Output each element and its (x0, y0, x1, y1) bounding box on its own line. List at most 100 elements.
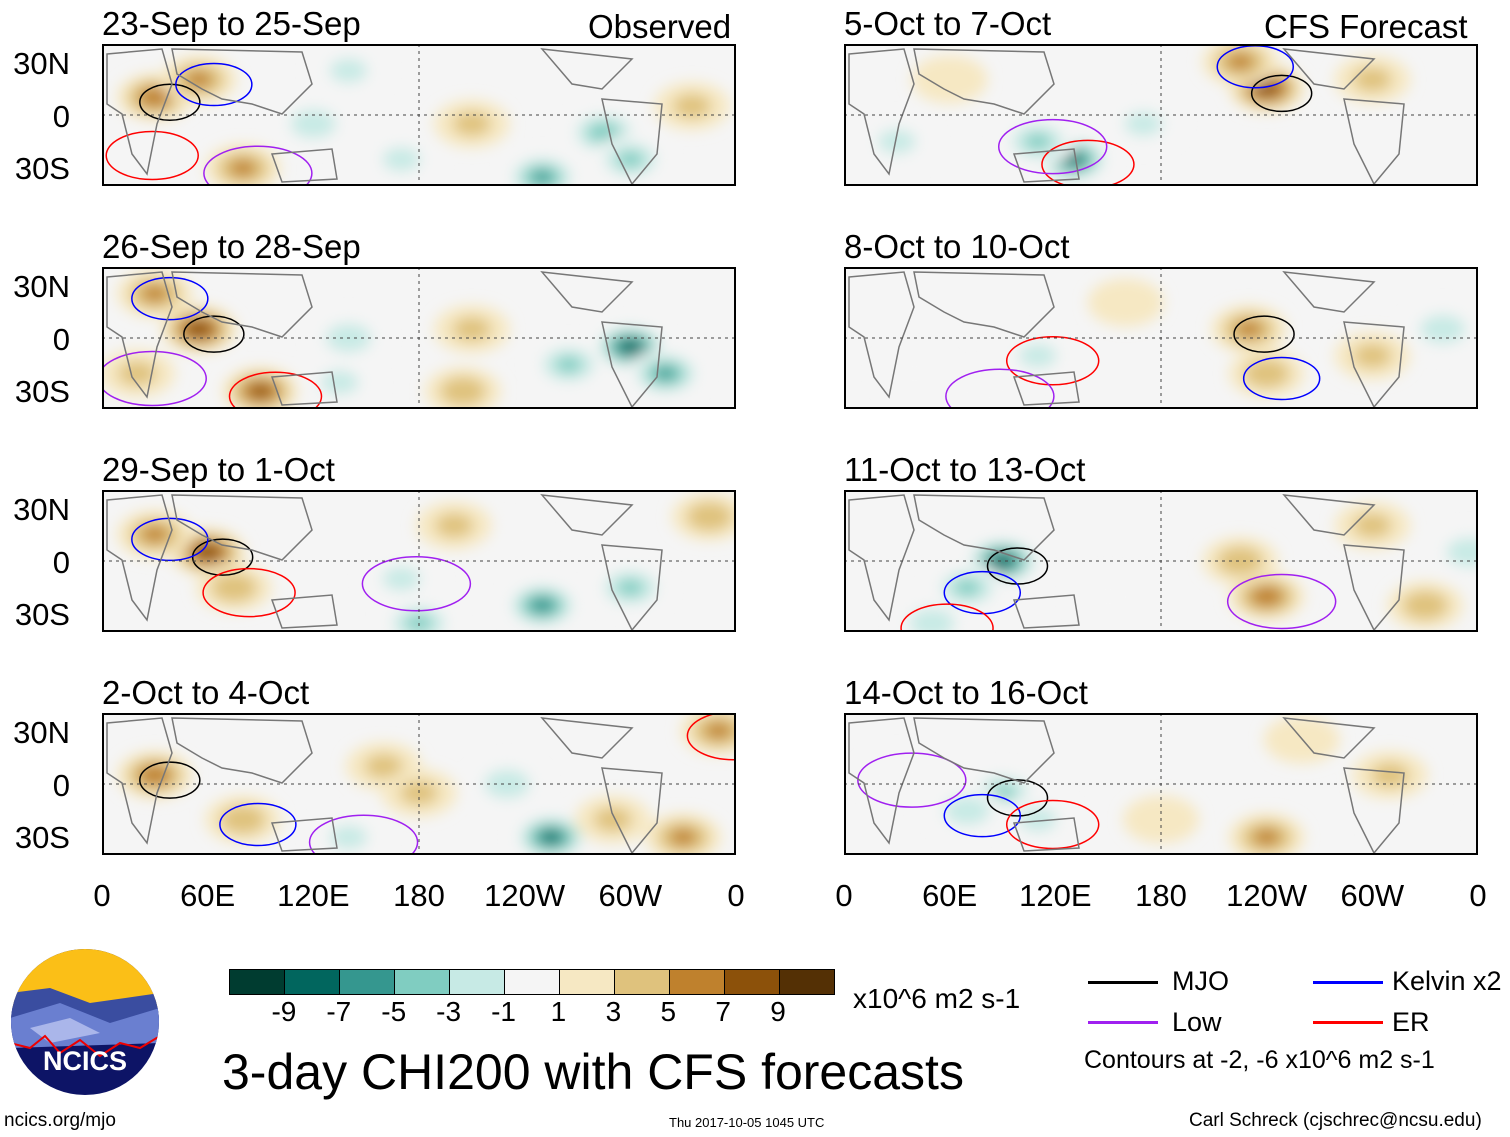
colorbar-label: -9 (271, 996, 297, 1027)
anomaly-blob (529, 597, 555, 614)
anomaly-blob (484, 769, 530, 799)
colorbar-swatch (780, 970, 834, 994)
anomaly-blob (877, 129, 916, 154)
panel-title: 5-Oct to 7-Oct (844, 5, 1052, 42)
anomaly-blob (1353, 343, 1392, 368)
contour-line (219, 802, 297, 847)
coastlines (848, 48, 1405, 186)
footer-url[interactable]: ncics.org/mjo (4, 1110, 116, 1131)
anomaly-blob (138, 86, 172, 108)
coastlines (106, 48, 663, 186)
panel-title: 2-Oct to 4-Oct (102, 674, 310, 711)
map-panel (102, 267, 736, 409)
contour-line (102, 350, 207, 407)
anomaly-blob (452, 111, 491, 136)
colorbar-units: x10^6 m2 s-1 (853, 983, 1021, 1014)
main-title: 3-day CHI200 with CFS forecasts (222, 1044, 964, 1100)
map-panel (102, 44, 736, 186)
colorbar-label: 9 (770, 996, 786, 1027)
anomaly-blob (329, 58, 368, 83)
anomaly-blob (1018, 343, 1057, 368)
map-panel (844, 490, 1478, 632)
anomaly-blob (556, 356, 582, 373)
contour-line (228, 371, 323, 409)
anomaly-blob (186, 71, 212, 88)
colorbar-swatch (505, 970, 560, 994)
legend-kelvin: Kelvin x2 (1392, 966, 1502, 996)
anomaly-blob (543, 832, 559, 843)
contour-line (1242, 356, 1321, 401)
anomaly-blob (1402, 590, 1448, 620)
er-line (1313, 1021, 1383, 1024)
contour-line (945, 368, 1055, 409)
footer-author: Carl Schreck (cjschrec@ncsu.edu) (1189, 1110, 1482, 1131)
anomaly-blob (118, 361, 157, 386)
low-line (1088, 1021, 1158, 1024)
anomaly-blob (656, 367, 676, 380)
anomaly-blob (290, 109, 337, 139)
lat-label: 0 (52, 99, 70, 134)
forecast-header: CFS Forecast (1264, 8, 1468, 45)
lon-label: 60W (598, 878, 663, 913)
lat-label: 30N (13, 715, 70, 750)
anomaly-blob (1227, 53, 1253, 70)
lat-label: 30N (13, 269, 70, 304)
contour-line (986, 779, 1049, 817)
contour-line (1233, 315, 1295, 353)
lat-label: 30S (14, 820, 70, 855)
anomaly-blob (619, 340, 641, 354)
coastlines (848, 494, 1405, 632)
contour-line (131, 276, 209, 321)
contour-line (997, 118, 1108, 175)
anomaly-blob (320, 370, 359, 395)
anomaly-blob (382, 147, 421, 172)
colorbar-label: -1 (491, 996, 516, 1027)
lon-label: 120W (484, 878, 566, 913)
colorbar-swatch (615, 970, 670, 994)
anomaly-blob (251, 385, 270, 398)
contour-note: Contours at -2, -6 x10^6 m2 s-1 (1084, 1046, 1435, 1074)
lon-label: 0 (727, 878, 745, 913)
anomaly-blob (1250, 586, 1283, 607)
kelvin-line (1313, 981, 1383, 984)
contour-line (139, 83, 201, 121)
anomaly-blob (364, 754, 403, 779)
lon-label: 180 (393, 878, 445, 913)
anomaly-blob (876, 349, 953, 398)
anomaly-blob (1353, 67, 1392, 92)
contour-line (857, 752, 967, 808)
contour-line (105, 130, 199, 181)
anomaly-blob (670, 829, 696, 846)
anomaly-blob (911, 55, 988, 104)
colorbar (229, 969, 835, 995)
lon-label: 0 (93, 878, 111, 913)
anomaly-blob (452, 317, 491, 342)
anomaly-blob (382, 566, 421, 591)
map-panel (102, 713, 736, 855)
anomaly-blob (944, 796, 991, 826)
anomaly-blob (705, 722, 732, 739)
coastlines (848, 271, 1405, 409)
anomaly-blob (142, 285, 168, 302)
contour-line (1005, 799, 1100, 850)
ncics-logo: NCICS (10, 948, 160, 1096)
contour-line (900, 603, 994, 632)
lon-label: 120E (1019, 878, 1092, 913)
map-panel (844, 267, 1478, 409)
contour-line (1005, 336, 1100, 386)
anomaly-blob (220, 805, 266, 834)
anomaly-blob (1236, 321, 1262, 338)
contour-line (183, 315, 245, 353)
anomaly-blob (672, 94, 711, 119)
contour-line (1041, 139, 1135, 186)
anomaly-blob (858, 751, 935, 800)
colorbar-label: -3 (436, 996, 462, 1027)
colorbar-label: -7 (326, 996, 352, 1027)
contour-line (361, 556, 472, 612)
lon-label: 0 (835, 878, 853, 913)
anomaly-blob (1254, 829, 1280, 846)
anomaly-blob (195, 544, 221, 561)
contour-line (943, 793, 1022, 838)
contour-line (686, 713, 736, 761)
